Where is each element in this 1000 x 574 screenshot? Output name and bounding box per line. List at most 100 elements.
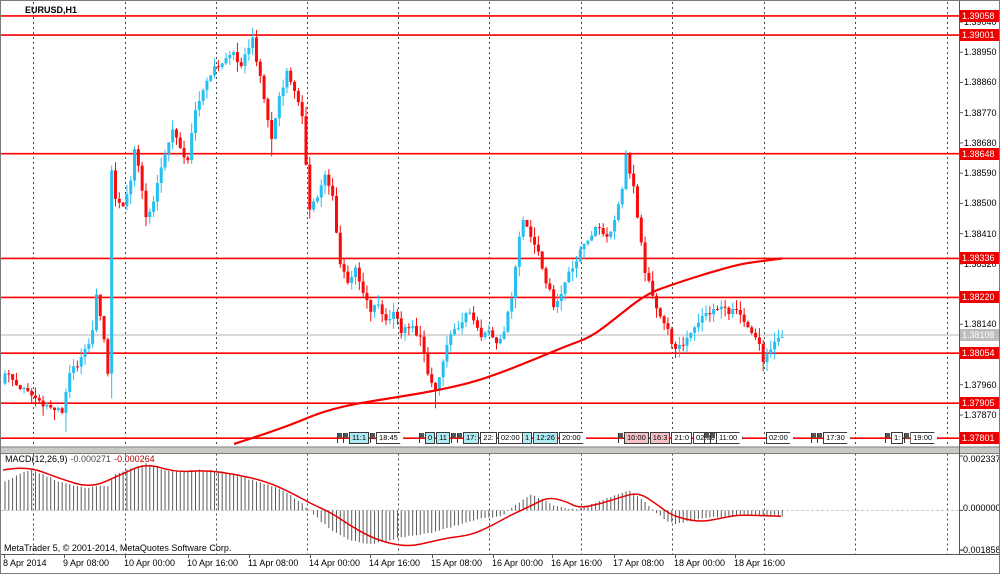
candle-body [418,335,422,337]
candle-body [213,66,217,76]
candle-body [277,96,281,119]
candle-body [685,337,689,346]
candle-body [220,63,224,68]
candle-body [723,306,727,308]
candle-body [769,349,773,354]
candle-body [407,327,411,329]
candle-body [670,328,674,344]
candle-body [163,153,167,168]
candle-body [83,348,87,358]
candle-body [110,170,114,374]
candle-body [68,373,72,393]
candle-body [72,366,76,374]
candle-body [18,385,22,389]
candle-body [94,294,98,331]
candle-body [11,374,15,380]
candle-body [33,395,37,399]
candle-body [613,220,617,232]
candle-body [41,400,45,407]
candle-body [293,81,297,91]
candle-body [247,47,251,55]
candle-body [45,405,49,407]
candle-body [186,157,190,161]
candle-body [346,271,350,283]
candle-body [521,220,525,237]
candle-body [152,201,156,212]
candle-body [205,80,209,91]
candle-body [567,271,571,283]
candle-body [102,316,106,340]
candle-body [87,344,91,349]
candle-body [56,408,60,411]
candle-body [639,217,643,243]
candle-body [590,235,594,241]
candle-body [735,308,739,311]
candle-body [182,148,186,158]
candle-body [715,308,719,310]
candle-body [750,327,754,333]
candle-body [475,320,479,328]
candle-body [578,249,582,262]
candle-body [312,201,316,210]
candle-body [60,408,64,413]
candle-body [331,185,335,196]
candle-body [712,308,716,315]
candle-body [3,373,7,384]
candle-body [498,338,502,344]
candle-body [708,313,712,315]
candle-body [677,344,681,349]
candle-body [357,267,361,282]
candle-body [738,310,742,315]
candle-body [434,382,438,391]
candle-body [536,244,540,252]
candle-body [319,185,323,198]
candle-body [411,325,415,328]
candle-body [548,283,552,290]
candle-body [388,319,392,321]
candle-body [765,353,769,362]
candle-body [270,120,274,139]
candle-body [296,90,300,103]
candle-body [373,305,377,312]
candle-body [506,311,510,332]
candle-body [658,308,662,317]
candle-body [742,314,746,323]
moving-average-line [233,257,783,445]
candle-body [216,66,220,68]
candle-body [232,52,236,55]
candle-body [262,75,266,100]
candle-body [369,300,373,312]
candle-body [395,311,399,319]
candle-body [445,345,449,362]
candle-body [460,322,464,329]
candle-body [514,266,518,299]
candle-body [414,325,418,336]
candle-body [266,99,270,121]
candle-body [662,316,666,324]
candle-body [136,149,140,166]
candle-body [525,220,529,227]
candle-body [148,211,152,218]
candle-body [197,101,201,110]
candle-body [285,70,289,88]
candle-body [194,109,197,133]
candle-body [586,240,590,244]
candle-body [98,294,102,317]
candle-body [453,328,457,335]
candle-body [533,236,537,245]
candle-body [483,332,487,338]
candle-body [689,332,693,338]
candle-body [430,374,434,383]
candle-body [487,330,491,333]
candle-body [239,62,243,67]
candle-body [559,293,563,302]
candle-body [274,118,278,139]
candle-body [144,190,148,218]
candle-body [502,331,506,339]
candle-body [529,226,533,237]
candle-body [635,186,639,218]
candle-body [133,149,137,181]
candle-body [479,327,483,338]
